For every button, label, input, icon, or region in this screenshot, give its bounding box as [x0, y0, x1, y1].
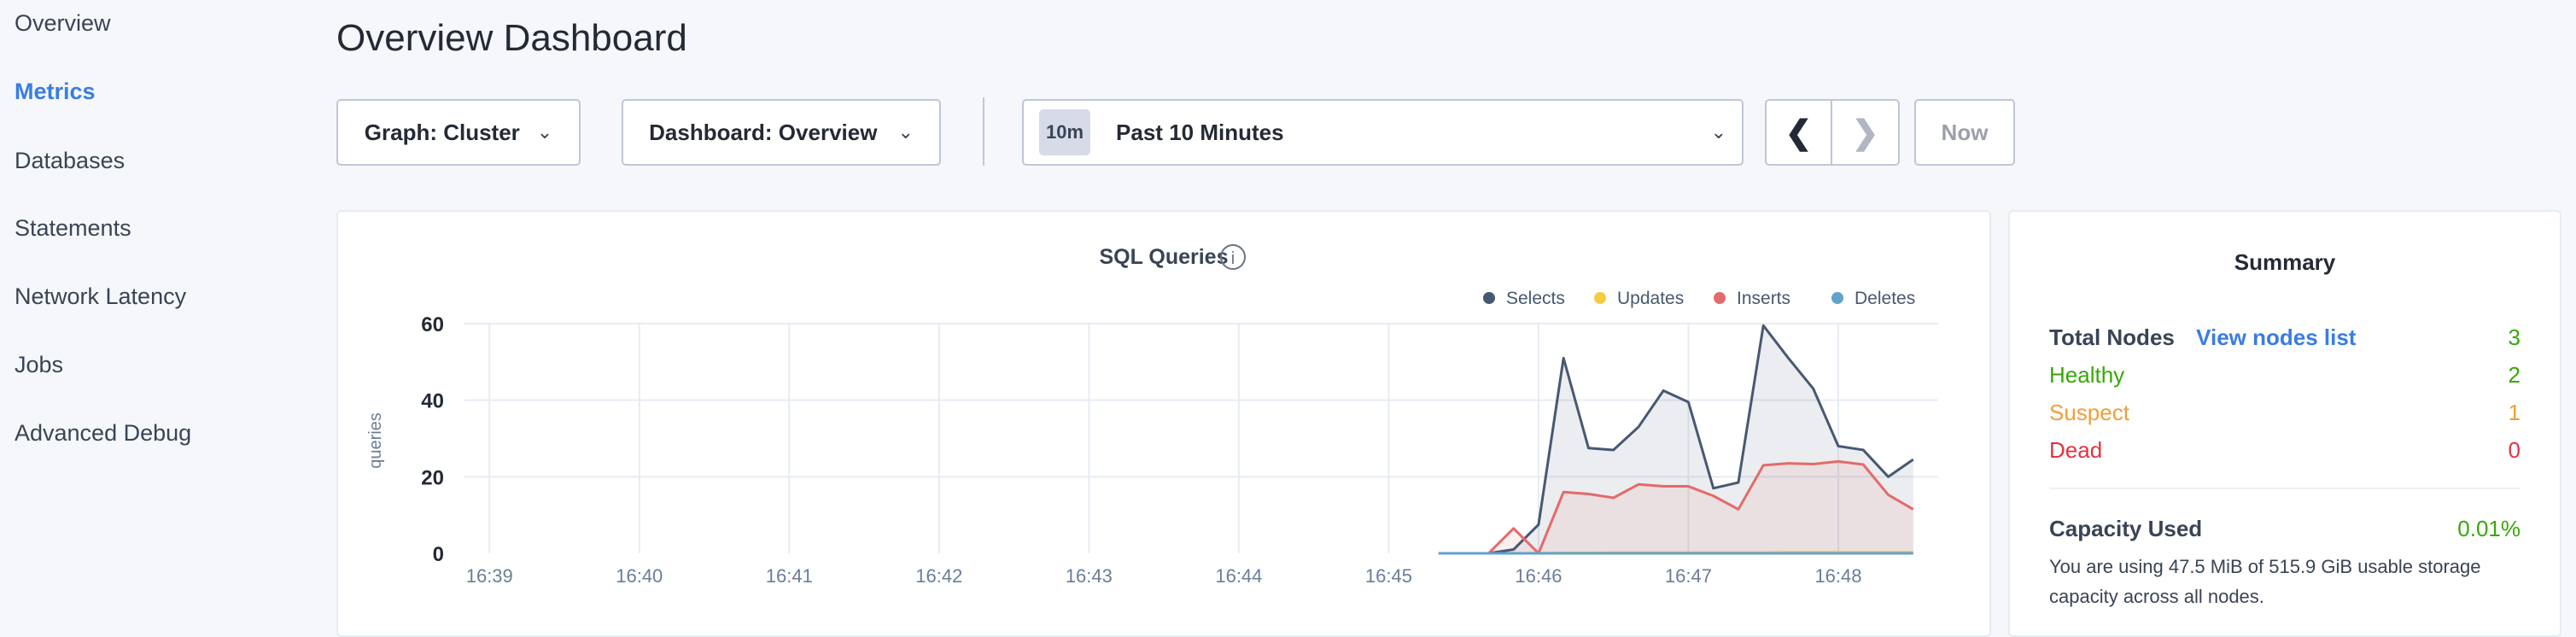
dashboard-select-label: Dashboard: Overview: [649, 119, 878, 145]
x-tick-label: 16:48: [1814, 565, 1861, 587]
sidebar-item-metrics[interactable]: Metrics: [15, 79, 96, 104]
graph-select[interactable]: Graph: Cluster ⌄: [336, 99, 581, 166]
legend-marker-inserts: [1714, 292, 1726, 304]
x-tick-label: 16:44: [1215, 565, 1262, 587]
dead-value: 0: [2508, 437, 2521, 463]
sidebar-item-databases[interactable]: Databases: [15, 148, 126, 173]
x-tick-label: 16:46: [1515, 565, 1562, 587]
total-nodes-label: Total Nodes: [2049, 324, 2175, 350]
capacity-label: Capacity Used: [2049, 516, 2203, 541]
legend-marker-updates: [1594, 292, 1606, 304]
x-tick-label: 16:39: [466, 565, 513, 587]
legend-marker-deletes: [1831, 292, 1843, 304]
line-selects: [1438, 324, 1914, 555]
legend-label-inserts: Inserts: [1737, 289, 1790, 308]
sql-queries-chart-card: SQL Queries i Selects Updates Inserts Deletes…: [336, 210, 1991, 637]
total-nodes-value: 3: [2508, 324, 2521, 350]
x-tick-label: 16:45: [1365, 565, 1412, 587]
healthy-row: Healthy 2: [2049, 362, 2521, 389]
capacity-row: Capacity Used 0.01%: [2049, 516, 2521, 542]
healthy-label: Healthy: [2049, 362, 2125, 388]
time-range-select[interactable]: 10m Past 10 Minutes ⌄: [1022, 99, 1744, 166]
line-inserts: [1438, 459, 1914, 555]
chevron-left-icon: ❮: [1785, 114, 1813, 151]
view-nodes-list-link[interactable]: View nodes list: [2196, 324, 2357, 350]
chart-title: SQL Queries: [1100, 245, 1229, 269]
time-range-label: Past 10 Minutes: [1116, 119, 1284, 145]
y-tick-label: 20: [421, 466, 444, 489]
sidebar-item-overview[interactable]: Overview: [15, 10, 111, 36]
sidebar-item-statements[interactable]: Statements: [15, 215, 131, 241]
summary-divider: [2049, 488, 2521, 489]
area-selects: [1438, 325, 1913, 553]
suspect-value: 1: [2508, 400, 2521, 425]
chevron-down-icon: ⌄: [536, 121, 553, 143]
total-nodes-row: Total Nodes View nodes list 3: [2049, 324, 2521, 351]
summary-card: Summary Total Nodes View nodes list 3 He…: [2008, 210, 2561, 637]
summary-title: Summary: [2234, 249, 2336, 275]
info-icon: [1220, 244, 1246, 270]
sidebar-item-jobs[interactable]: Jobs: [15, 352, 64, 377]
toolbar-divider: [983, 97, 984, 166]
x-tick-label: 16:41: [766, 565, 813, 587]
info-icon-glyph: i: [1231, 249, 1235, 268]
next-button[interactable]: ❯: [1832, 101, 1898, 164]
capacity-value: 0.01%: [2457, 516, 2521, 541]
graph-select-label: Graph: Cluster: [364, 119, 520, 145]
time-badge: 10m: [1039, 109, 1091, 155]
dead-label: Dead: [2049, 437, 2103, 463]
sidebar-item-network-latency[interactable]: Network Latency: [15, 283, 187, 309]
suspect-row: Suspect 1: [2049, 400, 2521, 426]
x-tick-label: 16:47: [1665, 565, 1712, 587]
sidebar-item-advanced-debug[interactable]: Advanced Debug: [15, 420, 192, 446]
x-tick-label: 16:43: [1066, 565, 1113, 587]
y-tick-label: 40: [421, 390, 444, 413]
capacity-description: You are using 47.5 MiB of 515.9 GiB usab…: [2049, 556, 2481, 607]
suspect-label: Suspect: [2049, 400, 2129, 425]
time-nav-group: ❮ ❯: [1765, 99, 1900, 166]
chevron-down-icon: ⌄: [897, 121, 914, 143]
chevron-right-icon: ❯: [1851, 114, 1879, 151]
healthy-value: 2: [2508, 362, 2521, 388]
previous-button[interactable]: ❮: [1767, 101, 1832, 164]
now-button[interactable]: Now: [1914, 99, 2015, 166]
legend-label-selects: Selects: [1506, 289, 1565, 308]
page-title: Overview Dashboard: [336, 17, 687, 59]
y-axis-label: queries: [366, 412, 385, 469]
dashboard-select[interactable]: Dashboard: Overview ⌄: [622, 99, 941, 166]
y-tick-label: 0: [433, 543, 444, 566]
sql-queries-chart: SQL Queries i Selects Updates Inserts Deletes…: [366, 244, 1938, 587]
y-tick-label: 60: [421, 313, 444, 336]
chevron-down-icon: ⌄: [1710, 121, 1726, 143]
legend-marker-selects: [1483, 292, 1495, 304]
dead-row: Dead 0: [2049, 437, 2521, 464]
legend-label-updates: Updates: [1617, 289, 1684, 308]
x-tick-label: 16:40: [616, 565, 663, 587]
area-inserts: [1438, 461, 1913, 553]
legend-label-deletes: Deletes: [1855, 289, 1915, 308]
x-tick-label: 16:42: [915, 565, 962, 587]
